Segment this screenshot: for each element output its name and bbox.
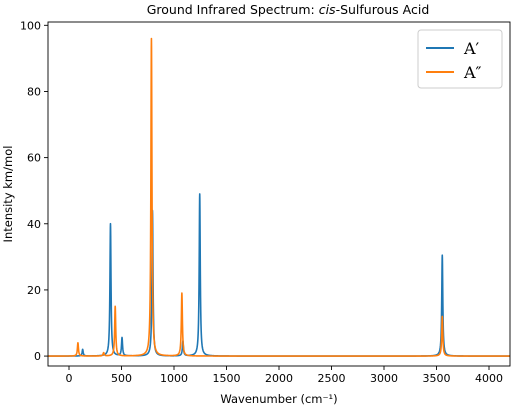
x-tick-label: 2000: [265, 372, 293, 385]
x-tick-label: 2500: [318, 372, 346, 385]
x-tick-label: 0: [66, 372, 73, 385]
y-tick-label: 80: [27, 85, 41, 98]
legend: A′ A″: [417, 29, 503, 89]
chart-title-suffix: -Sulfurous Acid: [336, 2, 430, 17]
chart-title-italic: cis: [319, 2, 336, 17]
legend-label-1: A′: [463, 39, 480, 58]
x-tick-label: 3500: [423, 372, 451, 385]
legend-label-2: A″: [463, 63, 482, 82]
y-tick-label: 40: [27, 218, 41, 231]
x-tick-label: 4000: [475, 372, 503, 385]
plot-frame: [47, 21, 511, 367]
x-tick-label: 1500: [213, 372, 241, 385]
y-tick-label: 60: [27, 152, 41, 165]
x-tick-label: 3000: [370, 372, 398, 385]
x-tick-label: 500: [111, 372, 132, 385]
chart-title: Ground Infrared Spectrum: cis-Sulfurous …: [147, 2, 430, 17]
x-tick-label: 1000: [160, 372, 188, 385]
y-axis-label: Intensity km/mol: [1, 146, 15, 243]
plot-area: [48, 37, 510, 357]
chart-title-prefix: Ground Infrared Spectrum:: [147, 2, 319, 17]
y-tick-label: 0: [34, 350, 41, 363]
legend-box: [417, 29, 503, 89]
x-axis-label: Wavenumber (cm⁻¹): [220, 392, 337, 406]
y-tick-label: 20: [27, 284, 41, 297]
series-line-1: [48, 193, 510, 357]
axis-ticks: 0 500 1000 1500 2000 2500 3000 3500 4000 0 20 40 60 8…: [20, 19, 503, 385]
series-line-2: [48, 37, 510, 357]
y-tick-label: 100: [20, 19, 41, 32]
